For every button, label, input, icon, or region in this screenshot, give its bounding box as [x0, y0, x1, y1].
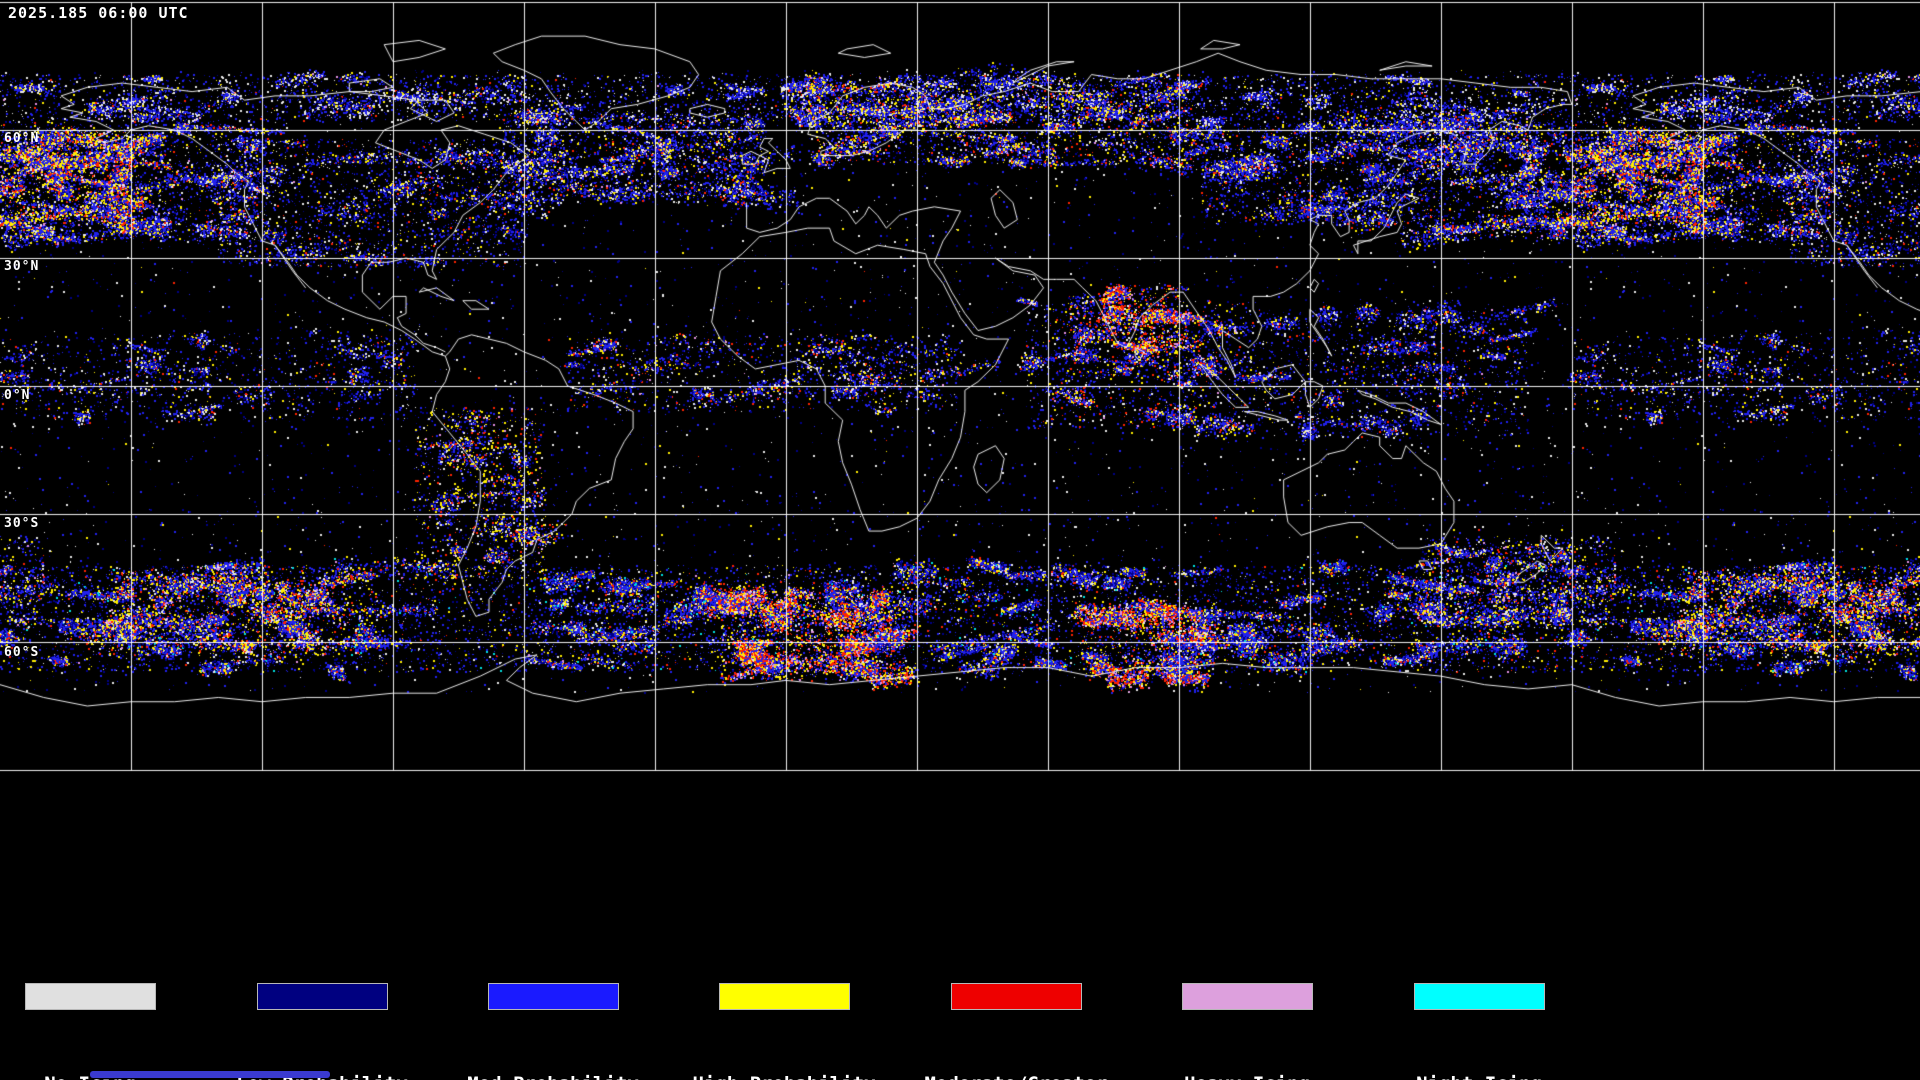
legend-label-med-probability: Med.Probability of Light Icing — [437, 1019, 669, 1080]
global-icing-map — [0, 0, 1920, 975]
scrollbar-thumb[interactable] — [90, 1071, 330, 1078]
legend-item-moderate-greater: Moderate/Greater Icing Likely — [900, 983, 1132, 1080]
legend-item-night-icing: Night Icing — [1363, 983, 1595, 1080]
lat-label-30n: 30°N — [4, 259, 40, 274]
legend-item-low-probability: Low Probability of Light Icing — [206, 983, 438, 1080]
lat-label-60n: 60°N — [4, 131, 40, 146]
legend-swatch-no-icing — [24, 983, 156, 1010]
legend-label-line1: Med.Probability — [437, 1071, 669, 1080]
legend-swatch-moderate-greater — [950, 983, 1082, 1010]
legend-label-line1: Moderate/Greater — [900, 1071, 1132, 1080]
lat-label-60s: 60°S — [4, 645, 40, 660]
lat-label-0n: 0°N — [4, 388, 31, 403]
legend-label-heavy-icing: Heavy Icing — [1131, 1019, 1363, 1080]
legend-swatch-low-probability — [256, 983, 388, 1010]
legend-item-med-probability: Med.Probability of Light Icing — [437, 983, 669, 1080]
lat-label-30s: 30°S — [4, 516, 40, 531]
legend-item-no-icing: No Icing Retrieval — [0, 983, 206, 1080]
legend-label-line1: Heavy Icing — [1131, 1071, 1363, 1080]
legend-item-high-probability: High Probability of Light Icing — [668, 983, 900, 1080]
legend-label-line1: High Probability — [668, 1071, 900, 1080]
legend-label-high-probability: High Probability of Light Icing — [668, 1019, 900, 1080]
legend-swatch-high-probability — [718, 983, 850, 1010]
legend-item-heavy-icing: Heavy Icing — [1131, 983, 1363, 1080]
legend-label-moderate-greater: Moderate/Greater Icing Likely — [900, 1019, 1132, 1080]
legend-swatch-night-icing — [1413, 983, 1545, 1010]
legend: No Icing Retrieval Low Probability of Li… — [0, 983, 1920, 1080]
timestamp: 2025.185 06:00 UTC — [8, 4, 189, 22]
legend-label-line1: Night Icing — [1363, 1071, 1595, 1080]
legend-swatch-med-probability — [487, 983, 619, 1010]
legend-label-night-icing: Night Icing — [1363, 1019, 1595, 1080]
legend-swatch-heavy-icing — [1181, 983, 1313, 1010]
